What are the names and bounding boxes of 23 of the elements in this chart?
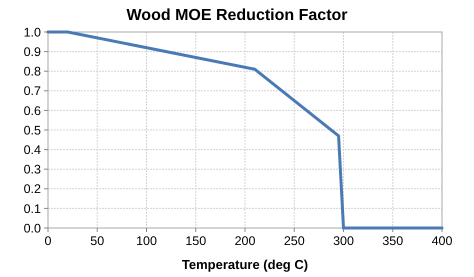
y-tick-label: 0.5: [24, 123, 42, 138]
x-tick-label: 350: [382, 234, 404, 248]
x-tick-label: 150: [185, 234, 206, 248]
y-tick-label: 0.4: [24, 142, 42, 157]
x-tick-label: 100: [136, 234, 157, 248]
y-tick-label: 0.9: [24, 44, 42, 59]
x-tick-label: 0: [44, 234, 52, 248]
y-tick-label: 0.8: [24, 64, 42, 79]
x-tick-label: 250: [284, 234, 305, 248]
y-tick-label: 0.1: [24, 202, 42, 216]
x-tick-label: 50: [90, 234, 104, 248]
y-tick-label: 0.0: [24, 221, 42, 236]
y-tick-label: 0.3: [24, 162, 42, 177]
x-tick-label: 400: [432, 234, 452, 248]
y-tick-label: 1.0: [24, 25, 42, 40]
x-axis-title: Temperature (deg C): [182, 257, 308, 272]
x-tick-label: 200: [234, 234, 256, 248]
y-tick-label: 0.7: [24, 84, 42, 98]
y-tick-label: 0.6: [24, 104, 42, 118]
y-tick-label: 0.2: [24, 182, 42, 196]
line-series: [46, 30, 444, 230]
x-tick-label: 300: [333, 234, 354, 248]
chart-title: Wood MOE Reduction Factor: [126, 7, 348, 24]
